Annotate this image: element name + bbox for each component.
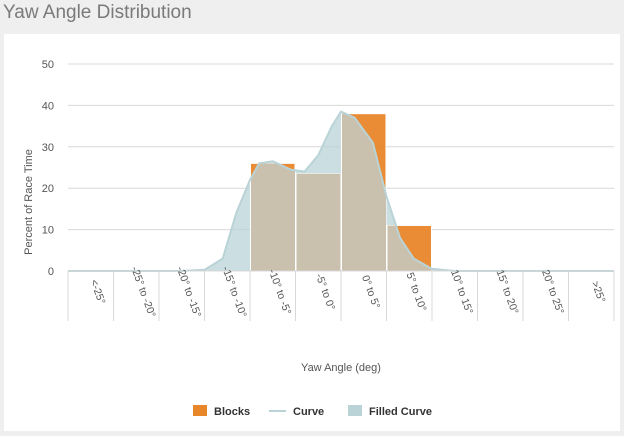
yaw-angle-chart: 0 10 20 30 40 50 <-25° -25° to -20° -20° to -15°… — [23, 59, 615, 418]
x-tick-label: 0° to 5° — [359, 274, 382, 311]
panel-title: Yaw Angle Distribution — [3, 2, 192, 23]
y-tick-label: 10 — [42, 225, 54, 237]
legend-label-blocks[interactable]: Blocks — [214, 406, 250, 418]
bar-layer — [250, 113, 432, 272]
x-tick-label: -20° to -15° — [174, 265, 204, 319]
x-tick-label: 20° to 25° — [539, 268, 566, 316]
legend: Blocks Curve Filled Curve — [193, 405, 432, 418]
x-tick-label: 10° to 15° — [448, 268, 475, 316]
x-tick-label: <-25° — [88, 278, 108, 306]
legend-swatch-filled-curve[interactable] — [348, 405, 362, 416]
x-tick-label: -10° to -5° — [266, 268, 294, 317]
legend-label-curve[interactable]: Curve — [293, 406, 324, 418]
legend-label-filled-curve[interactable]: Filled Curve — [369, 406, 432, 418]
x-tick-label: -15° to -10° — [219, 265, 249, 319]
curve-layer — [68, 110, 614, 272]
legend-swatch-blocks[interactable] — [193, 405, 207, 416]
x-tick-label: 5° to 10° — [404, 271, 429, 313]
y-axis-label: Percent of Race Time — [23, 149, 35, 255]
curve-line — [68, 110, 614, 272]
x-axis-label: Yaw Angle (deg) — [301, 362, 381, 374]
x-tick-label: 15° to 20° — [494, 268, 521, 316]
y-tick-label: 20 — [42, 183, 54, 195]
x-tick-label: >25° — [589, 280, 608, 305]
y-tick-label: 50 — [42, 59, 54, 71]
x-tick-label: -5° to 0° — [313, 272, 337, 312]
y-tick-label: 40 — [42, 100, 54, 112]
y-tick-label: 0 — [48, 266, 54, 278]
y-tick-label: 30 — [42, 142, 54, 154]
chart-area: 0 10 20 30 40 50 <-25° -25° to -20° -20° to -15°… — [4, 34, 620, 431]
x-tick-label: -25° to -20° — [128, 265, 158, 319]
